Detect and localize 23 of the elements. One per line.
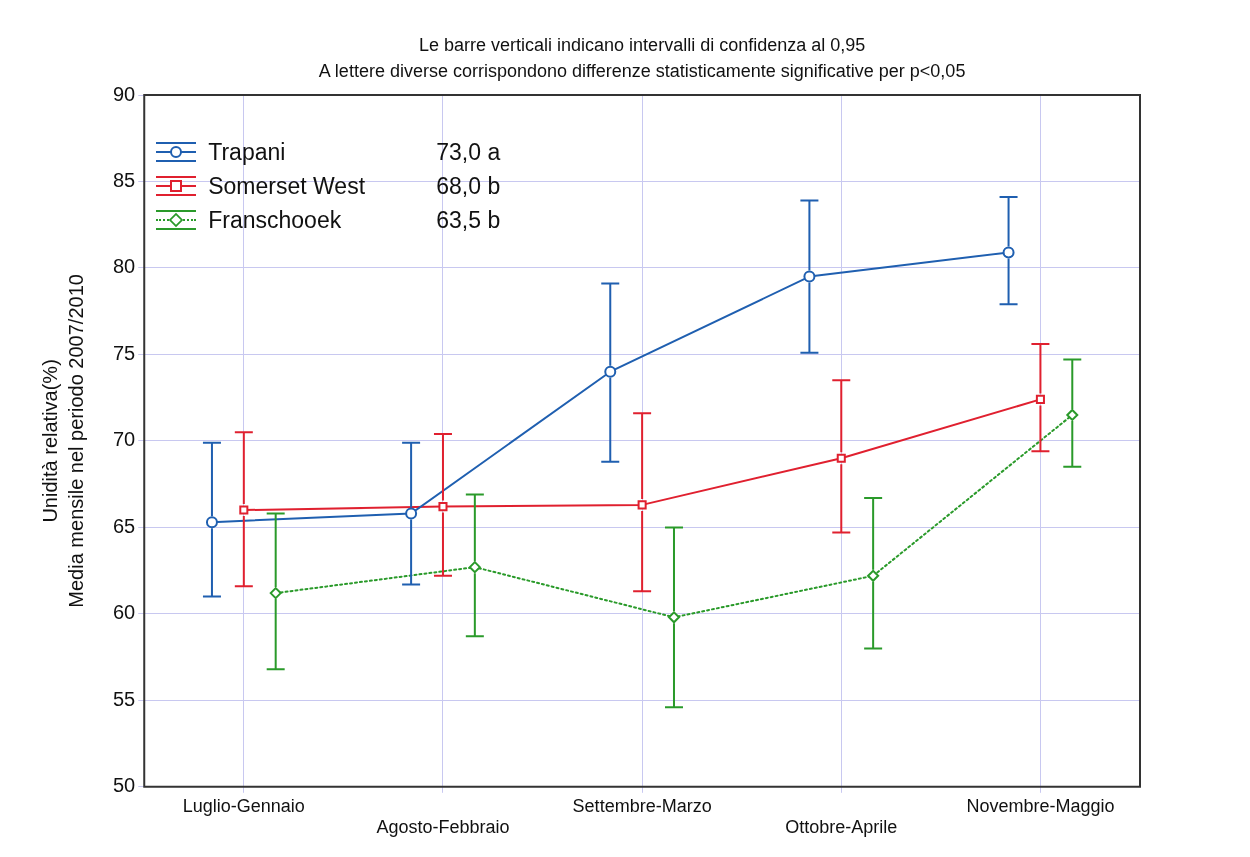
- x-tick-label: Ottobre-Aprile: [785, 817, 898, 838]
- annotation: 73,0 a: [436, 138, 501, 166]
- x-tick-label: Settembre-Marzo: [572, 795, 712, 816]
- chart-subtitle: A lettere diverse corrispondono differenze statisticamente significative per p<0,05: [318, 60, 966, 81]
- y-tick-label: 65: [113, 514, 136, 537]
- chart-title: Le barre verticali indicano intervalli di confidenza al 0,95: [418, 34, 866, 55]
- y-tick-label: 60: [113, 601, 136, 624]
- y-tick-label: 50: [113, 774, 136, 797]
- x-tick-label: Luglio-Gennaio: [182, 795, 305, 816]
- y-tick-label: 75: [113, 341, 136, 364]
- annotation: 68,0 b: [436, 172, 501, 200]
- x-tick-label: Agosto-Febbraio: [376, 817, 510, 838]
- y-tick-label: 80: [113, 255, 136, 278]
- legend-label: Somerset West: [208, 172, 367, 200]
- y-tick-label: 70: [113, 428, 136, 451]
- legend-label: Franschooek: [208, 206, 343, 234]
- legend-label: Trapani: [208, 138, 287, 166]
- annotation: 63,5 b: [436, 206, 501, 234]
- y-tick-label: 55: [113, 687, 136, 710]
- y-tick-label: 90: [113, 82, 136, 105]
- x-tick-label: Novembre-Maggio: [966, 795, 1115, 816]
- y-axis-title: Unidità relativa(%) Media mensile nel periodo 2007/2010: [38, 274, 87, 608]
- y-tick-label: 85: [113, 168, 136, 191]
